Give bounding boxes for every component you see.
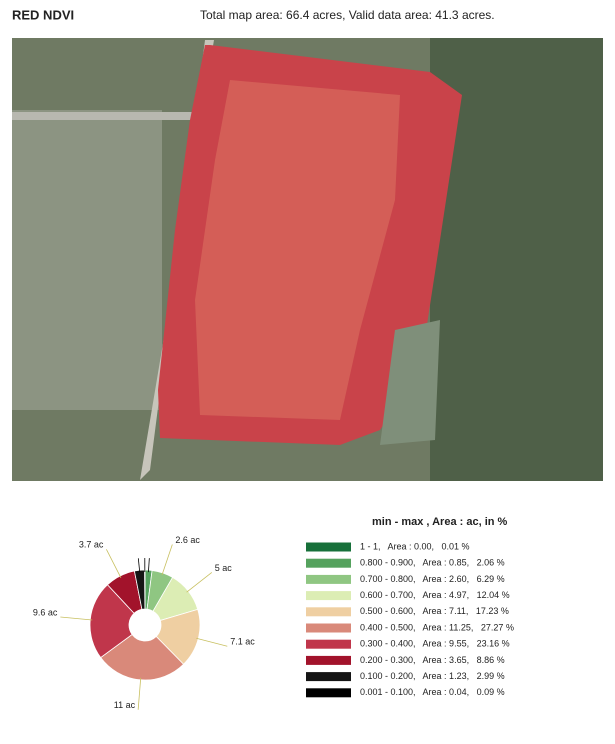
area-summary: Total map area: 66.4 acres, Valid data a… [200,8,495,22]
slice-label: 2.6 ac [175,535,200,545]
legend-label: 0.300 - 0.400, Area : 9.55, 23.16 % [360,639,510,649]
legend-swatch [306,656,351,665]
leader-line [187,572,212,592]
legend-label: 0.001 - 0.100, Area : 0.04, 0.09 % [360,687,505,697]
leader-line [138,678,141,710]
legend-swatch [306,591,351,600]
legend-label: 1 - 1, Area : 0.00, 0.01 % [360,541,470,551]
slice-label: 11 ac [114,700,136,710]
legend-swatch [306,624,351,633]
ndvi-map [12,38,603,481]
leader-line [162,545,172,575]
legend-label: 0.800 - 0.900, Area : 0.85, 2.06 % [360,558,505,568]
legend-label: 0.200 - 0.300, Area : 3.65, 8.86 % [360,655,505,665]
legend-swatch [306,543,351,552]
legend-title: min - max , Area : ac, in % [372,516,508,528]
legend-swatch [306,672,351,681]
slice-label: 9.6 ac [33,607,58,617]
legend-label: 0.600 - 0.700, Area : 4.97, 12.04 % [360,590,510,600]
report-title: RED NDVI [12,7,74,22]
slice-label: 3.7 ac [79,540,104,550]
leader-line [196,638,227,646]
pie-hole [129,609,161,641]
orchard [12,110,162,410]
legend-swatch [306,607,351,616]
legend-swatch [306,640,351,649]
legend-swatch [306,688,351,697]
legend-swatch [306,559,351,568]
legend-label: 0.400 - 0.500, Area : 11.25, 27.27 % [360,622,514,632]
leader-line [106,549,121,578]
legend-label: 0.100 - 0.200, Area : 1.23, 2.99 % [360,671,505,681]
slice-label: 5 ac [215,563,233,573]
legend-label: 0.700 - 0.800, Area : 2.60, 6.29 % [360,574,505,584]
legend-swatch [306,575,351,584]
legend-label: 0.500 - 0.600, Area : 7.11, 17.23 % [360,606,509,616]
leader-line [60,617,92,620]
road [12,112,192,120]
slice-label: 7.1 ac [230,637,255,647]
